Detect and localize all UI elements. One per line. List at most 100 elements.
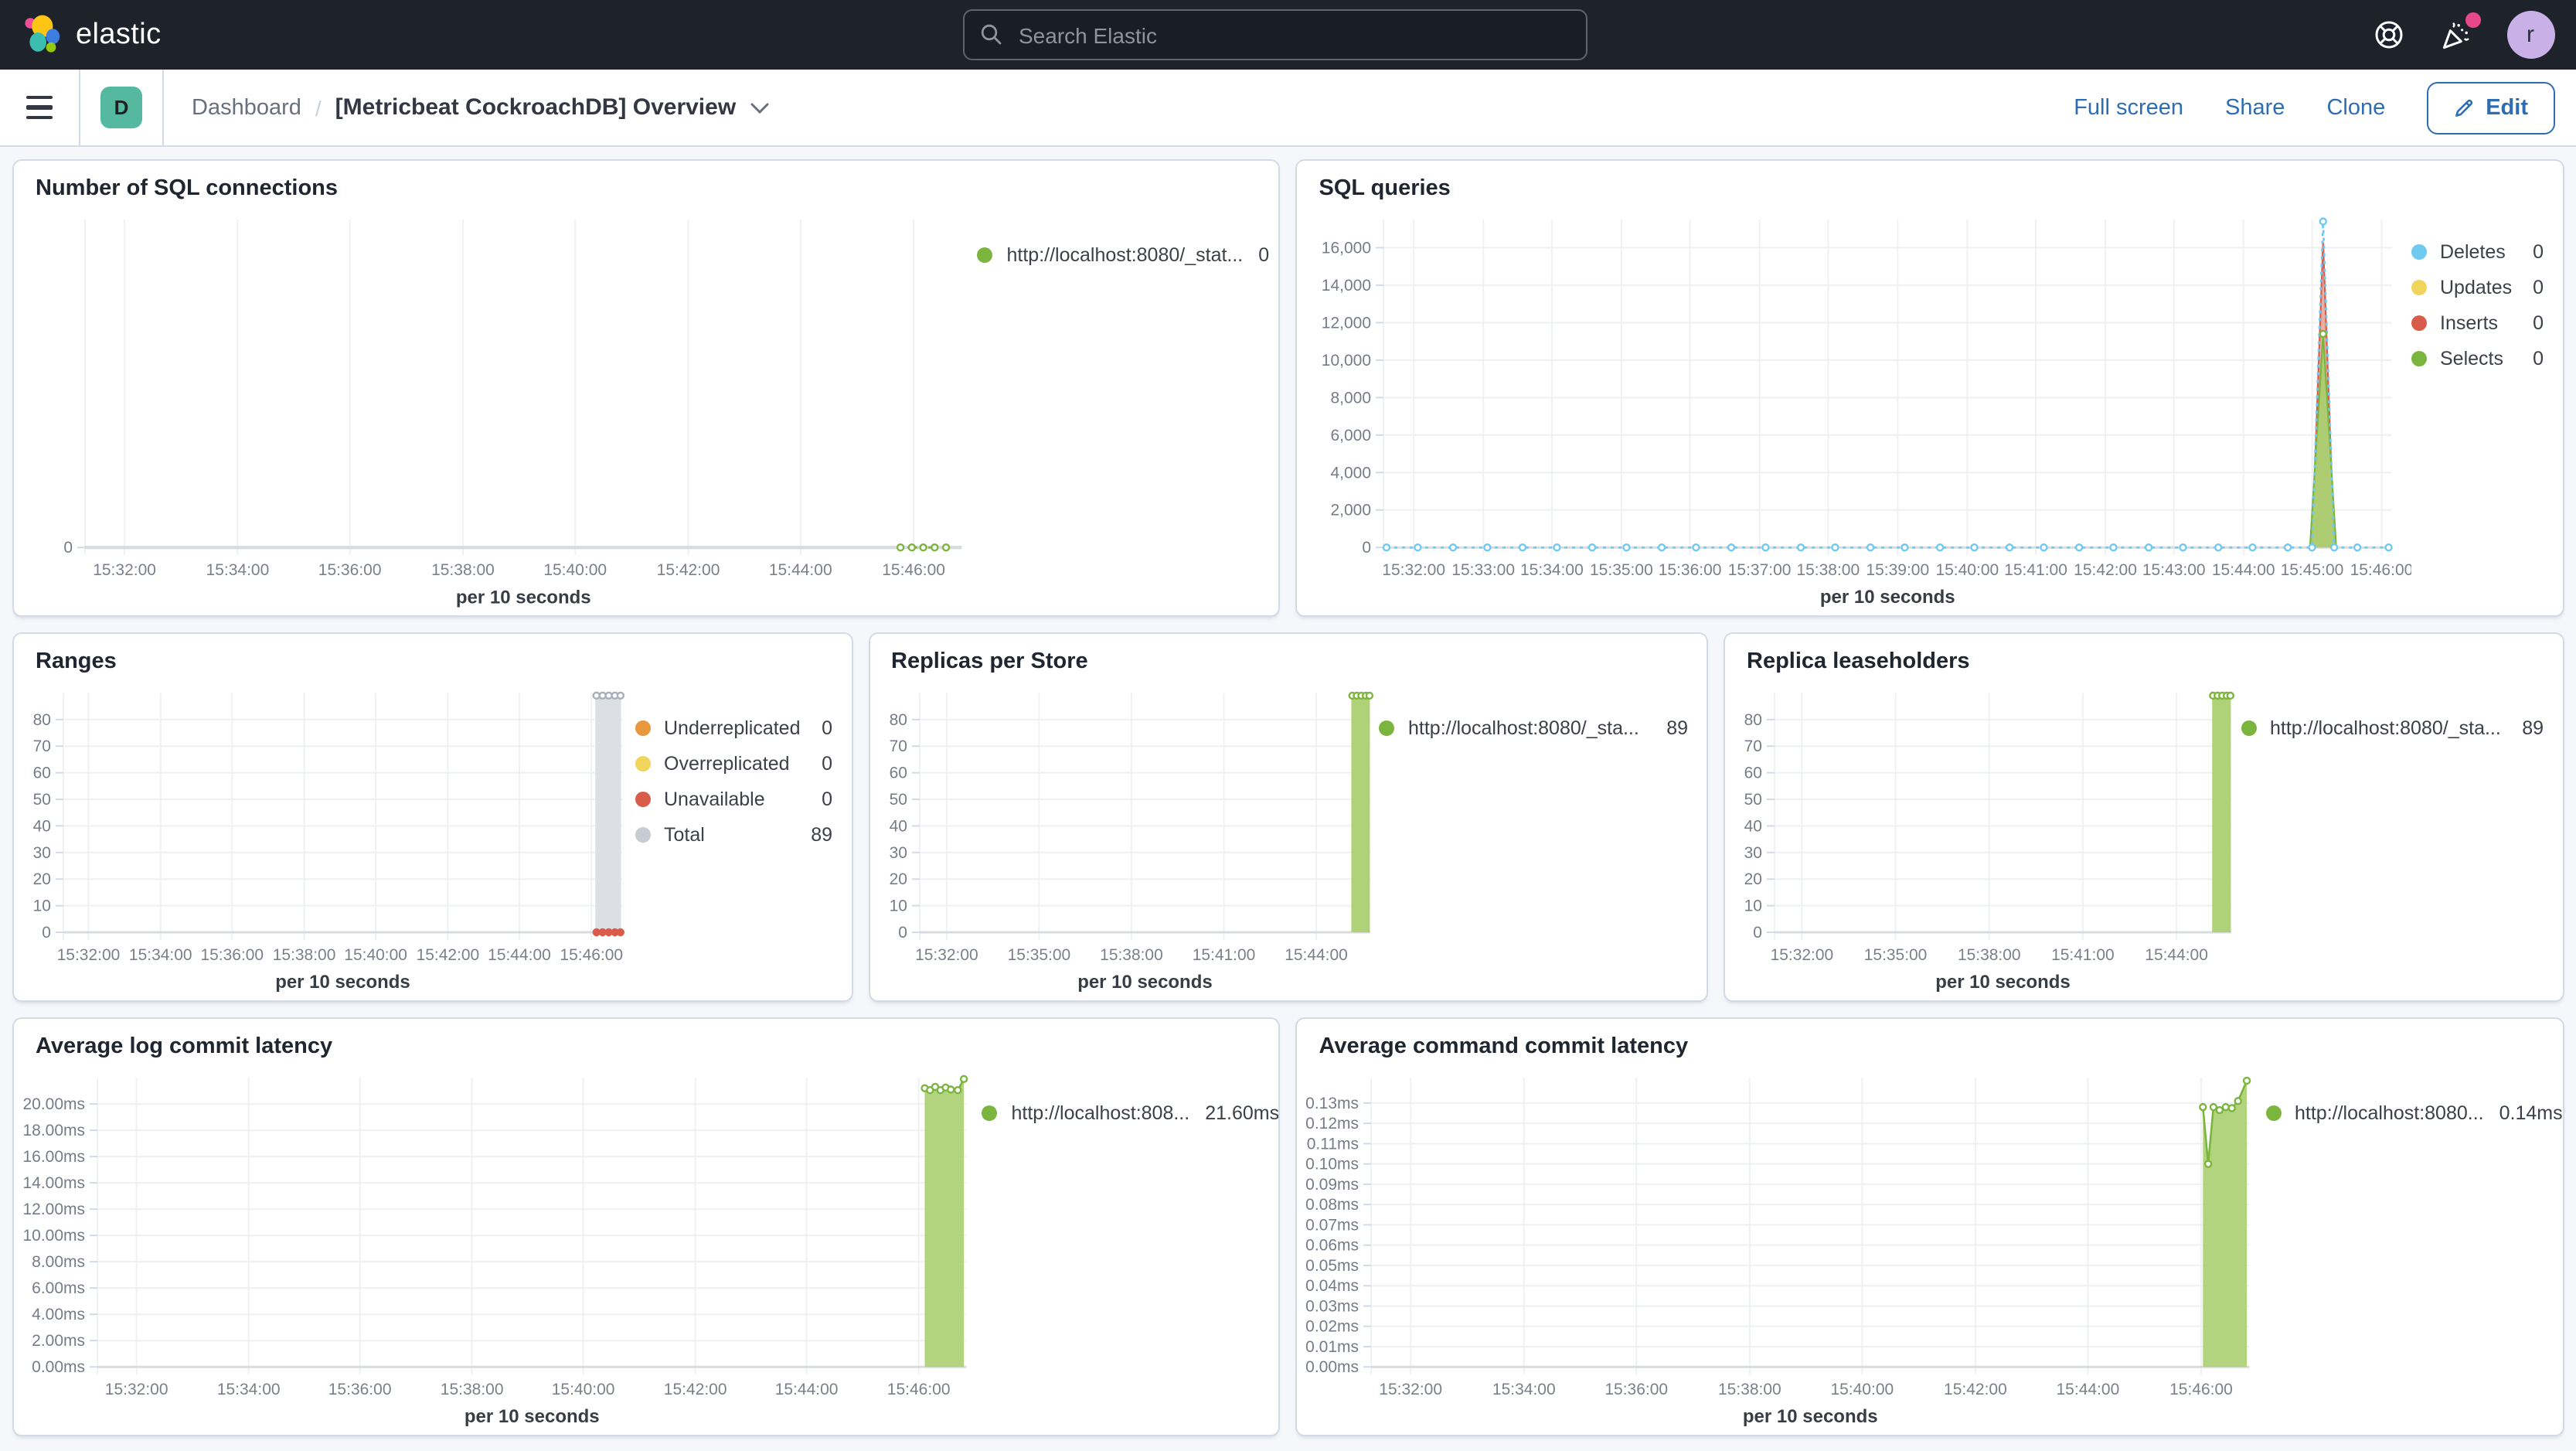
legend-series-value: 0	[822, 788, 832, 810]
svg-text:70: 70	[1744, 737, 1762, 755]
legend-series-value: 0	[2533, 347, 2544, 370]
chart-sql-connections[interactable]: 0 15:32:00 15:34:00 15:36:00 15:38:00 15:40:0…	[14, 204, 978, 615]
legend-series-value: 0	[2533, 276, 2544, 298]
chart-area-sql-connections: 0 15:32:00 15:34:00 15:36:00 15:38:00 15:40:0…	[14, 204, 1279, 615]
svg-text:15:32:00: 15:32:00	[1383, 561, 1446, 579]
chart-sql-queries[interactable]: 16,000 14,000 12,000 10,000 8,000 6,000 4,000 2…	[1298, 204, 2411, 615]
legend-series-dot	[635, 720, 650, 736]
legend-item[interactable]: Inserts 0	[2411, 312, 2544, 334]
svg-text:per 10 seconds: per 10 seconds	[275, 972, 410, 993]
breadcrumb-dashboard[interactable]: Dashboard	[192, 95, 301, 120]
legend-item[interactable]: Selects 0	[2411, 348, 2544, 370]
svg-text:40: 40	[889, 817, 907, 835]
legend-sql-connections: http://localhost:8080/_stat... 0	[977, 204, 1279, 615]
svg-text:10.00ms: 10.00ms	[22, 1227, 85, 1245]
chart-replicas-per-store[interactable]: 80 70 60 50 40 30 20 10 0 15:32:00 15:35:00 15:38:0…	[869, 677, 1379, 1000]
panel-title-ranges[interactable]: Ranges	[36, 649, 117, 674]
legend-series-value: 89	[811, 823, 832, 846]
top-navigation-bar: elastic	[0, 0, 2576, 70]
panel-title-avg-command-commit-latency[interactable]: Average command commit latency	[1319, 1034, 1689, 1059]
edit-button[interactable]: Edit	[2427, 81, 2554, 134]
svg-text:per 10 seconds: per 10 seconds	[456, 587, 591, 608]
search-input[interactable]	[1016, 21, 1570, 49]
legend-series-label: Deletes	[2440, 240, 2506, 263]
legend-sql-queries: Deletes 0 Updates 0 Inserts 0 Selects 0	[2411, 204, 2562, 615]
legend-series-label: http://localhost:808...	[1011, 1102, 1190, 1124]
legend-series-value: 0.14ms	[2499, 1102, 2563, 1124]
search-icon	[981, 24, 1002, 45]
legend-series-value: 89	[2522, 717, 2544, 739]
svg-text:16.00ms: 16.00ms	[22, 1148, 85, 1166]
clone-button[interactable]: Clone	[2326, 95, 2386, 120]
chevron-down-icon[interactable]	[750, 101, 770, 114]
legend-item[interactable]: Unavailable 0	[635, 789, 832, 810]
legend-series-value: 0	[1258, 244, 1270, 266]
page-title: [Metricbeat CockroachDB] Overview	[335, 94, 737, 121]
svg-text:70: 70	[33, 737, 51, 755]
legend-item[interactable]: Updates 0	[2411, 277, 2544, 298]
chart-area-sql-queries: 16,000 14,000 12,000 10,000 8,000 6,000 4,000 2…	[1298, 204, 2562, 615]
svg-text:15:42:00: 15:42:00	[657, 561, 720, 579]
legend-item[interactable]: Overreplicated 0	[635, 753, 832, 775]
svg-text:15:38:00: 15:38:00	[1718, 1381, 1781, 1398]
svg-text:15:35:00: 15:35:00	[1007, 946, 1070, 964]
svg-text:2,000: 2,000	[1331, 501, 1372, 519]
legend-item[interactable]: Underreplicated 0	[635, 717, 832, 739]
svg-text:40: 40	[33, 817, 51, 835]
chart-ranges[interactable]: 80 70 60 50 40 30 20 10 0 15:32:00 15:34:00 15:36:0…	[14, 677, 635, 1000]
legend-avg-log-commit-latency: http://localhost:808... 21.60ms	[982, 1062, 1278, 1435]
legend-item[interactable]: http://localhost:8080/_sta... 89	[2241, 717, 2544, 739]
chart-replica-leaseholders[interactable]: 80 70 60 50 40 30 20 10 0 15:32:00 15:35:00 15:38:0…	[1725, 677, 2241, 1000]
panel-title-sql-connections[interactable]: Number of SQL connections	[36, 176, 339, 201]
legend-series-value: 0	[822, 717, 832, 739]
svg-text:0: 0	[897, 924, 907, 942]
svg-text:14.00ms: 14.00ms	[22, 1174, 85, 1192]
global-search[interactable]	[963, 9, 1587, 60]
menu-button[interactable]	[20, 90, 59, 125]
panel-title-sql-queries[interactable]: SQL queries	[1319, 176, 1451, 201]
panel-title-avg-log-commit-latency[interactable]: Average log commit latency	[36, 1034, 333, 1059]
full-screen-button[interactable]: Full screen	[2074, 95, 2184, 120]
chart-avg-command-commit-latency[interactable]: 0.13ms 0.12ms 0.11ms 0.10ms 0.09ms 0.08ms 0.07…	[1298, 1062, 2266, 1435]
svg-text:20: 20	[33, 870, 51, 888]
svg-text:15:34:00: 15:34:00	[129, 946, 192, 964]
legend-series-dot	[2411, 244, 2426, 260]
help-button[interactable]	[2372, 19, 2404, 51]
svg-text:0.03ms: 0.03ms	[1306, 1297, 1359, 1315]
legend-avg-command-commit-latency: http://localhost:8080... 0.14ms	[2265, 1062, 2562, 1435]
legend-series-dot	[2265, 1105, 2281, 1121]
svg-text:0.08ms: 0.08ms	[1306, 1196, 1359, 1214]
svg-text:0: 0	[63, 539, 73, 557]
svg-text:0: 0	[1753, 924, 1762, 942]
panel-title-replicas-per-store[interactable]: Replicas per Store	[891, 649, 1088, 674]
legend-series-dot	[982, 1105, 998, 1121]
dashboard-actions: Full screen Share Clone Edit	[2074, 81, 2576, 134]
news-button[interactable]	[2438, 12, 2480, 52]
chart-avg-log-commit-latency[interactable]: 20.00ms 18.00ms 16.00ms 14.00ms 12.00ms 10.00…	[14, 1062, 982, 1435]
legend-item[interactable]: http://localhost:8080/_sta... 89	[1379, 717, 1688, 739]
svg-text:15:32:00: 15:32:00	[1771, 946, 1834, 964]
svg-text:60: 60	[33, 764, 51, 782]
legend-item[interactable]: http://localhost:8080/_stat... 0	[977, 244, 1269, 266]
svg-text:15:44:00: 15:44:00	[2212, 561, 2275, 579]
legend-series-dot	[2241, 720, 2256, 736]
elastic-home-link[interactable]: elastic	[22, 14, 162, 56]
share-button[interactable]: Share	[2225, 95, 2285, 120]
svg-text:30: 30	[889, 843, 907, 861]
legend-item[interactable]: Total 89	[635, 824, 832, 846]
legend-item[interactable]: http://localhost:8080... 0.14ms	[2265, 1102, 2562, 1124]
legend-series-label: Underreplicated	[664, 717, 801, 739]
space-selector[interactable]: D	[100, 87, 142, 128]
user-avatar[interactable]: r	[2506, 11, 2554, 59]
breadcrumb: Dashboard / [Metricbeat CockroachDB] Ove…	[164, 94, 770, 121]
svg-text:15:34:00: 15:34:00	[1521, 561, 1584, 579]
svg-text:per 10 seconds: per 10 seconds	[1820, 587, 1955, 608]
svg-text:0.13ms: 0.13ms	[1306, 1095, 1359, 1112]
panel-title-replica-leaseholders[interactable]: Replica leaseholders	[1747, 649, 1970, 674]
svg-text:15:46:00: 15:46:00	[560, 946, 623, 964]
dashboard-header-bar: D Dashboard / [Metricbeat CockroachDB] O…	[0, 70, 2576, 147]
legend-item[interactable]: Deletes 0	[2411, 241, 2544, 263]
legend-item[interactable]: http://localhost:808... 21.60ms	[982, 1102, 1278, 1124]
legend-series-dot	[635, 826, 650, 843]
svg-text:15:42:00: 15:42:00	[417, 946, 480, 964]
